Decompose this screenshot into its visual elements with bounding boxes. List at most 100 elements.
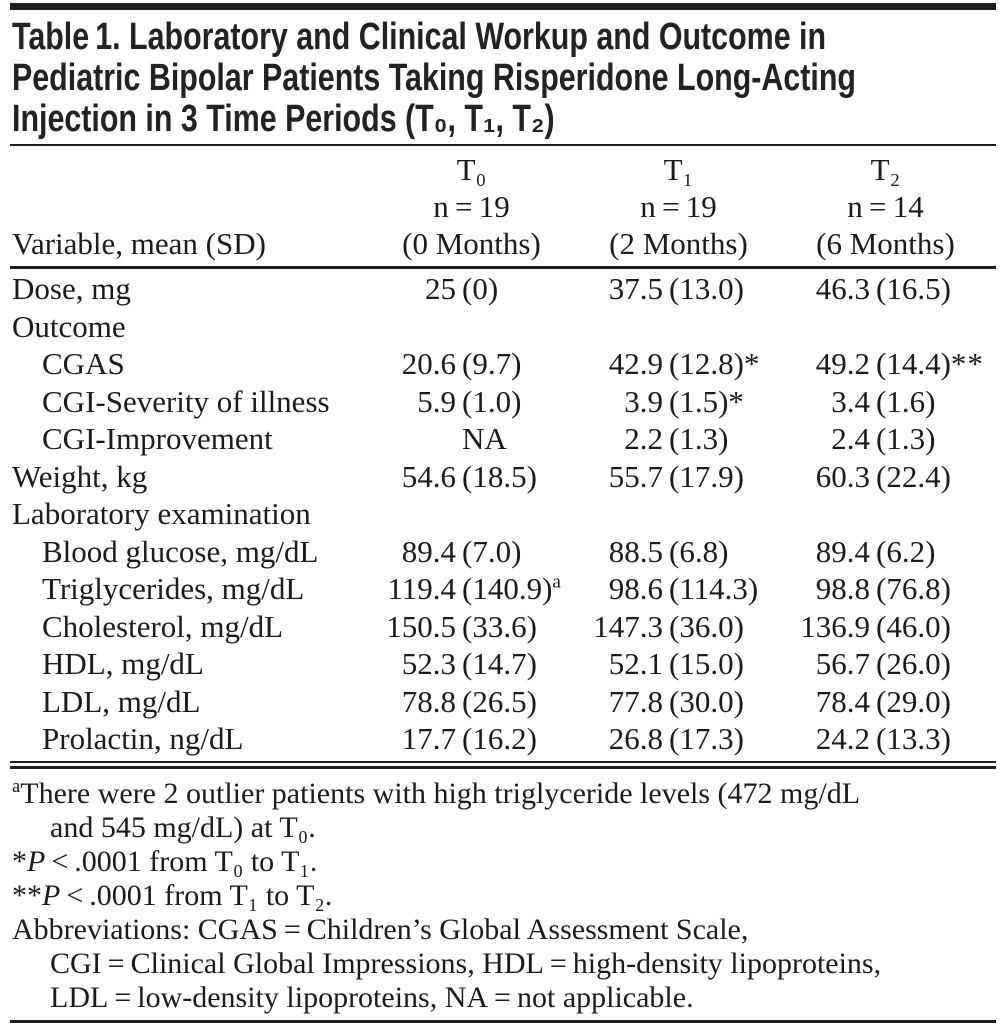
footnote-text: < .0001 from T₁ to T₂.	[60, 878, 333, 912]
significance-star: **	[950, 346, 984, 381]
row-label: Dose, mg	[12, 271, 131, 306]
months-label: (2 Months)	[609, 226, 748, 261]
value-cell: 150.5 (33.6)	[368, 608, 575, 646]
row-label: CGI-Improvement	[42, 421, 273, 456]
table-row: Cholesterol, mg/dL 150.5 (33.6) 147.3 (36.0)…	[10, 608, 996, 646]
mean-value: 78.8	[401, 683, 456, 719]
footnote-line: LDL = low-density lipoproteins, NA = not…	[12, 981, 996, 1015]
mean-value: 88.5	[608, 533, 663, 569]
row-label: Cholesterol, mg/dL	[42, 608, 284, 644]
mean-value: 3.4	[831, 383, 870, 419]
row-label: CGI-Severity of illness	[42, 383, 330, 419]
sd-value: (26.0)	[876, 646, 951, 681]
footnote-line: Abbreviations: CGAS = Children’s Global …	[12, 913, 996, 947]
mean-value: 52.3	[401, 646, 456, 681]
footnote-text: There were 2 outlier patients with high …	[20, 776, 861, 810]
mean-value: 26.8	[608, 721, 663, 756]
mean-value: 54.6	[401, 458, 456, 494]
row-label: Prolactin, ng/dL	[42, 721, 244, 756]
table-row: Triglycerides, mg/dL 119.4 (140.9)a 98.6 (11…	[10, 570, 996, 608]
value-cell: 60.3 (22.4)	[782, 458, 989, 496]
period-label: T₁	[663, 152, 694, 187]
sd-value: (1.6)	[876, 383, 936, 419]
mean-value: 56.7	[815, 646, 870, 681]
sd-value: (33.6)	[462, 608, 537, 644]
mean-value: 37.5	[608, 271, 663, 306]
sample-size: n = 19	[433, 189, 510, 224]
value-cell: 89.4 (6.2)	[782, 533, 989, 571]
mean-value: 5.9	[417, 383, 456, 419]
mean-value: 2.2	[624, 421, 663, 456]
value-cell: 26.8 (17.3)	[575, 720, 782, 758]
months-label: (6 Months)	[816, 226, 955, 261]
row-label: Outcome	[12, 308, 126, 344]
mean-value: 52.1	[608, 646, 663, 681]
mean-value: 147.3	[593, 608, 663, 644]
sample-size: n = 14	[847, 189, 924, 224]
sd-value: (12.8)	[669, 346, 744, 381]
table-body: Dose, mg 25 (0) 37.5 (13.0) 46.3 (16.5) Outcome…	[10, 269, 996, 760]
value-cell: 17.7 (16.2)	[368, 720, 575, 758]
value-cell: 78.4 (29.0)	[782, 683, 989, 721]
sd-value: (16.5)	[876, 271, 951, 306]
sd-value: (1.0)	[462, 383, 522, 419]
footnote-line: CGI = Clinical Global Impressions, HDL =…	[12, 947, 996, 981]
value-cell: 49.2 (14.4)**	[782, 345, 989, 383]
sd-value: (29.0)	[876, 683, 951, 719]
mean-value: 78.4	[815, 683, 870, 719]
sample-size: n = 19	[640, 189, 717, 224]
footnote-text: CGI = Clinical Global Impressions, HDL =…	[50, 946, 882, 980]
value-cell: 46.3 (16.5)	[782, 270, 989, 308]
mean-value: 119.4	[387, 571, 456, 606]
sd-value: (13.3)	[876, 721, 951, 756]
column-header-t1: T₁ n = 19 (2 Months)	[575, 151, 782, 262]
sd-value: (14.4)	[876, 346, 951, 381]
mean-value: 24.2	[815, 721, 870, 756]
sd-value: (7.0)	[462, 533, 522, 569]
sd-value: (26.5)	[462, 683, 537, 719]
table-row: Dose, mg 25 (0) 37.5 (13.0) 46.3 (16.5)	[10, 270, 996, 308]
table-title-line2: Pediatric Bipolar Patients Taking Risper…	[12, 57, 856, 99]
footnote-italic-p: P	[42, 878, 61, 912]
mean-value: 60.3	[815, 458, 870, 494]
sd-value: (14.7)	[462, 646, 537, 681]
value-cell: NA	[368, 420, 575, 458]
value-cell: 89.4 (7.0)	[368, 533, 575, 571]
mean-value: 3.9	[624, 383, 663, 419]
value-cell: 20.6 (9.7)	[368, 345, 575, 383]
value-cell: 98.6 (114.3)	[575, 570, 782, 608]
table-row: CGAS 20.6 (9.7) 42.9 (12.8)* 49.2 (14.4)**	[10, 345, 996, 383]
row-label: Blood glucose, mg/dL	[42, 533, 319, 569]
row-label: CGAS	[42, 346, 125, 381]
table-title: Table 1. Laboratory and Clinical Workup …	[12, 17, 996, 140]
mean-value: 42.9	[608, 346, 663, 381]
mean-value: 2.4	[831, 421, 870, 456]
sd-value: (6.8)	[669, 533, 729, 569]
sd-value: (17.3)	[669, 721, 744, 756]
value-cell: 37.5 (13.0)	[575, 270, 782, 308]
footnote-text: < .0001 from T₀ to T₁.	[45, 844, 318, 878]
footnote-text: *	[12, 844, 27, 878]
value-cell: 5.9 (1.0)	[368, 383, 575, 421]
page-bottom-rule	[10, 1019, 996, 1023]
row-label: Triglycerides, mg/dL	[42, 571, 305, 606]
header-divider-rule	[10, 266, 996, 269]
sd-value: (30.0)	[669, 683, 744, 719]
sd-value: (1.5)	[669, 383, 729, 419]
sd-value: (6.2)	[876, 533, 936, 569]
title-divider-rule	[10, 144, 996, 146]
months-label: (0 Months)	[402, 226, 541, 261]
table-row: HDL, mg/dL 52.3 (14.7) 52.1 (15.0) 56.7 (26.0)	[10, 645, 996, 683]
value-cell: 54.6 (18.5)	[368, 458, 575, 496]
row-label: LDL, mg/dL	[42, 683, 201, 719]
mean-value: 17.7	[401, 721, 456, 756]
mean-value: 25	[425, 271, 456, 306]
significance-star: *	[743, 346, 761, 381]
value-cell: 3.9 (1.5)*	[575, 383, 782, 421]
mean-value: 150.5	[386, 608, 456, 644]
value-cell: 119.4 (140.9)a	[368, 570, 575, 608]
table-top-rule	[10, 3, 996, 10]
table-title-line1: Table 1. Laboratory and Clinical Workup …	[12, 16, 827, 58]
footnote-line: *P < .0001 from T₀ to T₁.	[12, 845, 996, 879]
